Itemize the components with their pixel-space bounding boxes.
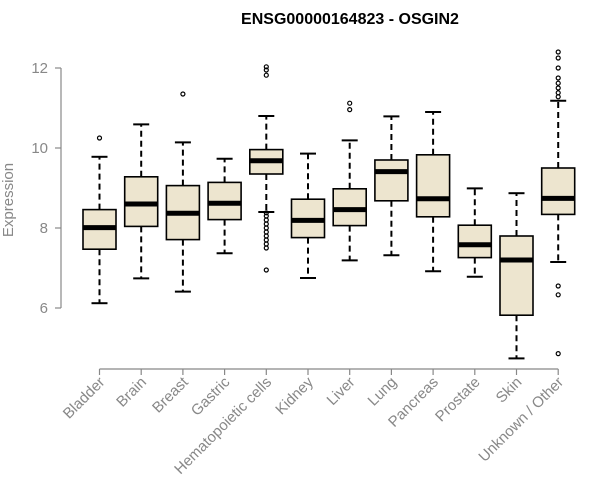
outlier-point: [263, 217, 269, 223]
box-pancreas: [415, 111, 451, 273]
outlier-point: [555, 283, 561, 289]
outlier-point: [263, 225, 269, 231]
box-iqr: [540, 167, 576, 216]
box-liver: [332, 100, 368, 262]
y-tick-label: 8: [40, 220, 48, 237]
x-tick-label: Kidney: [272, 373, 317, 418]
box-iqr: [499, 235, 534, 316]
x-tick-label: Brain: [113, 374, 150, 411]
y-tick-label: 6: [40, 300, 48, 317]
box-bladder: [82, 135, 117, 305]
box-iqr: [374, 159, 409, 202]
outlier-point: [263, 237, 269, 243]
outlier-point: [263, 64, 269, 70]
outlier-point: [555, 94, 561, 100]
y-tick-label: 10: [31, 140, 48, 157]
box-hematopoietic-cells: [249, 64, 284, 273]
box-prostate: [457, 187, 493, 278]
y-axis-label: Expression: [0, 163, 17, 237]
outlier-point: [263, 72, 269, 78]
outlier-point: [263, 267, 269, 273]
x-tick-label: Liver: [324, 374, 359, 409]
box-unknown-other: [540, 49, 576, 357]
outlier-point: [555, 80, 561, 86]
y-tick-label: 12: [31, 60, 48, 77]
outlier-point: [347, 100, 353, 106]
outlier-point: [263, 67, 269, 73]
outlier-point: [263, 245, 269, 251]
box-iqr: [457, 224, 493, 259]
outlier-point: [263, 210, 269, 216]
outlier-point: [263, 221, 269, 227]
box-iqr: [415, 154, 451, 218]
box-breast: [165, 91, 201, 293]
box-lung: [374, 115, 409, 257]
outlier-point: [263, 241, 269, 247]
x-tick-label: Lung: [365, 374, 401, 410]
x-tick-label: Breast: [149, 373, 192, 416]
chart-title: ENSG00000164823 - OSGIN2: [241, 11, 459, 28]
outlier-point: [263, 233, 269, 239]
outlier-point: [180, 91, 186, 97]
box-kidney: [290, 152, 326, 279]
outlier-point: [347, 106, 353, 113]
outlier-point: [555, 85, 561, 91]
outlier-point: [555, 55, 561, 61]
box-gastric: [207, 157, 242, 255]
outlier-point: [263, 229, 269, 235]
x-tick-label: Prostate: [432, 374, 484, 426]
box-skin: [499, 192, 534, 360]
outlier-point: [555, 292, 561, 298]
boxes-group: [82, 49, 576, 360]
y-axis: 6 8 10 12: [31, 60, 62, 317]
x-tick-label: Bladder: [60, 374, 109, 423]
outlier-point: [96, 135, 103, 141]
outlier-point: [555, 351, 561, 357]
x-tick-label: Skin: [493, 374, 526, 407]
box-brain: [123, 123, 159, 280]
outlier-point: [555, 75, 561, 81]
outlier-point: [555, 65, 561, 71]
outlier-point: [555, 49, 561, 55]
